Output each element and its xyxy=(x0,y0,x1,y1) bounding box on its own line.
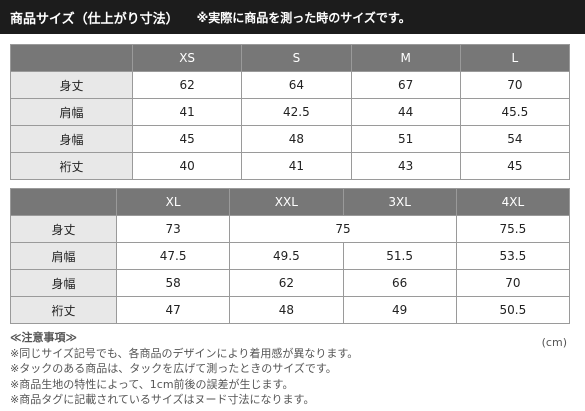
size-header-row: XS S M L xyxy=(10,44,571,72)
cell: 70 xyxy=(455,269,571,297)
row-label-length: 身丈 xyxy=(10,215,117,243)
table-row: 裄丈 40 41 43 45 xyxy=(10,152,571,180)
table-row: 肩幅 41 42.5 44 45.5 xyxy=(10,98,571,126)
cell: 48 xyxy=(229,296,344,324)
cell: 41 xyxy=(241,152,352,180)
table-row: 裄丈 47 48 49 50.5 xyxy=(10,296,571,324)
page-title: 商品サイズ（仕上がり寸法） xyxy=(10,11,179,27)
size-header-xxl: XXL xyxy=(229,188,344,216)
row-label-shoulder: 肩幅 xyxy=(10,98,133,126)
size-header-row: XL XXL 3XL 4XL xyxy=(10,188,571,216)
cell: 73 xyxy=(115,215,231,243)
page-header: 商品サイズ（仕上がり寸法） ※実際に商品を測った時のサイズです。 xyxy=(0,0,585,34)
row-label-sleeve: 裄丈 xyxy=(10,152,133,180)
cell: 54 xyxy=(459,125,571,153)
cell: 70 xyxy=(459,71,571,99)
size-header-s: S xyxy=(241,44,352,72)
cell: 41 xyxy=(131,98,243,126)
cell: 48 xyxy=(241,125,352,153)
cell: 43 xyxy=(350,152,461,180)
measurement-note: ※実際に商品を測った時のサイズです。 xyxy=(196,10,411,25)
size-header-4xl: 4XL xyxy=(455,188,571,216)
cell: 51 xyxy=(350,125,461,153)
cell: 49 xyxy=(342,296,457,324)
cell: 49.5 xyxy=(229,242,344,270)
unit-label: (cm) xyxy=(541,336,567,349)
size-header-3xl: 3XL xyxy=(342,188,457,216)
cell: 45.5 xyxy=(459,98,571,126)
size-header-xl: XL xyxy=(115,188,231,216)
corner-cell xyxy=(10,44,133,72)
row-label-sleeve: 裄丈 xyxy=(10,296,117,324)
size-header-m: M xyxy=(350,44,461,72)
cell: 67 xyxy=(350,71,461,99)
cell: 42.5 xyxy=(241,98,352,126)
size-table-1: XS S M L 身丈 62 64 67 70 肩幅 41 42.5 44 45… xyxy=(10,44,571,180)
cell: 58 xyxy=(115,269,231,297)
cell: 51.5 xyxy=(342,242,457,270)
table-row: 身幅 58 62 66 70 xyxy=(10,269,571,297)
table-row: 身丈 62 64 67 70 xyxy=(10,71,571,99)
row-label-length: 身丈 xyxy=(10,71,133,99)
size-header-l: L xyxy=(459,44,571,72)
cell: 47 xyxy=(115,296,231,324)
notes-section: ≪注意事項≫ ※同じサイズ記号でも、各商品のデザインにより着用感が異なります。 … xyxy=(10,330,570,408)
table-row: 身丈 73 75 75.5 xyxy=(10,215,571,243)
cell: 40 xyxy=(131,152,243,180)
cell: 64 xyxy=(241,71,352,99)
cell: 53.5 xyxy=(455,242,571,270)
cell: 50.5 xyxy=(455,296,571,324)
corner-cell xyxy=(10,188,117,216)
cell: 45 xyxy=(131,125,243,153)
note-item: ※同じサイズ記号でも、各商品のデザインにより着用感が異なります。 xyxy=(10,346,359,360)
note-item: ※タックのある商品は、タックを広げて測ったときのサイズです。 xyxy=(10,362,337,375)
cell: 44 xyxy=(350,98,461,126)
row-label-width: 身幅 xyxy=(10,125,133,153)
row-label-width: 身幅 xyxy=(10,269,117,297)
cell: 45 xyxy=(459,152,571,180)
cell: 75.5 xyxy=(455,215,571,243)
cell: 62 xyxy=(131,71,243,99)
table-row: 身幅 45 48 51 54 xyxy=(10,125,571,153)
notes-title: ≪注意事項≫ xyxy=(10,331,78,344)
cell: 66 xyxy=(342,269,457,297)
row-label-shoulder: 肩幅 xyxy=(10,242,117,270)
size-table-2: XL XXL 3XL 4XL 身丈 73 75 75.5 肩幅 47.5 49.… xyxy=(10,188,571,324)
cell-merged: 75 xyxy=(229,215,457,243)
cell: 47.5 xyxy=(115,242,231,270)
cell: 62 xyxy=(229,269,344,297)
note-item: ※商品生地の特性によって、1cm前後の誤差が生じます。 xyxy=(10,377,294,391)
note-item: ※商品タグに記載されているサイズはヌード寸法になります。 xyxy=(10,393,315,406)
table-row: 肩幅 47.5 49.5 51.5 53.5 xyxy=(10,242,571,270)
size-header-xs: XS xyxy=(131,44,243,72)
